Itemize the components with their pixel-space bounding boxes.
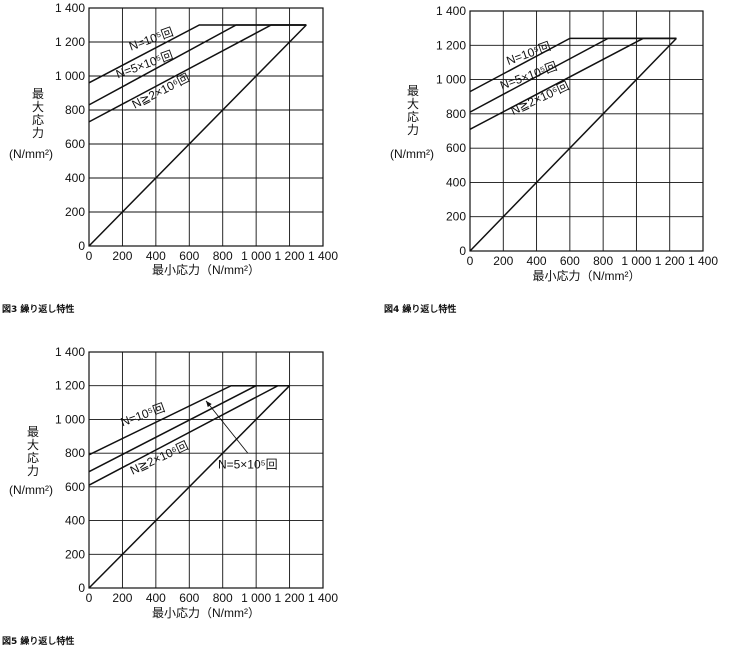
series-annotation: N≧2×10⁶回 — [130, 71, 192, 112]
x-tick-label: 600 — [179, 591, 199, 605]
y-axis-label-char: 力 — [27, 464, 39, 478]
plot-frame — [88, 7, 324, 247]
x-tick-label: 1 200 — [655, 254, 685, 268]
y-axis-label-char: 力 — [407, 123, 419, 137]
x-tick-label: 200 — [493, 254, 513, 268]
series-line — [88, 384, 290, 486]
y-tick-label: 1 200 — [436, 38, 466, 52]
y-tick-label: 1 000 — [55, 69, 85, 83]
x-tick-label: 600 — [179, 249, 199, 263]
series-line — [88, 24, 307, 123]
x-tick-label: 1 400 — [308, 249, 338, 263]
y-tick-label: 1 200 — [55, 379, 85, 393]
x-tick-label: 1 400 — [308, 591, 338, 605]
y-tick-label: 0 — [78, 581, 85, 595]
y-tick-label: 1 200 — [55, 35, 85, 49]
diagonal-reference-line — [469, 37, 677, 252]
y-axis-label-char: 応 — [407, 110, 419, 124]
y-tick-label: 600 — [65, 480, 85, 494]
x-tick-label: 800 — [213, 591, 233, 605]
y-axis-label-char: 大 — [27, 438, 39, 452]
y-axis-label-char: 応 — [32, 113, 44, 127]
y-tick-label: 400 — [65, 514, 85, 528]
y-tick-label: 800 — [65, 446, 85, 460]
y-axis-label-char: 応 — [27, 451, 39, 465]
x-tick-label: 400 — [146, 249, 166, 263]
y-tick-label: 800 — [446, 107, 466, 121]
y-tick-label: 600 — [65, 137, 85, 151]
figure-caption-4: 図4 繰り返し特性 — [384, 305, 457, 315]
y-tick-label: 800 — [65, 103, 85, 117]
x-tick-label: 0 — [86, 249, 93, 263]
x-tick-label: 1 000 — [621, 254, 651, 268]
y-axis-label-char: 最 — [32, 87, 44, 101]
y-axis-label-char: 大 — [407, 97, 419, 111]
y-axis-label-char: 力 — [32, 126, 44, 140]
y-axis-label-char: 最 — [407, 84, 419, 98]
x-tick-label: 400 — [527, 254, 547, 268]
x-tick-label: 800 — [593, 254, 613, 268]
y-tick-label: 400 — [446, 175, 466, 189]
y-tick-label: 0 — [78, 239, 85, 253]
y-tick-label: 1 400 — [436, 4, 466, 18]
annotation-arrow-head — [206, 400, 212, 408]
y-tick-label: 200 — [446, 210, 466, 224]
chart-3: 0 200 400 600 800 1 000 1 200 1 400020040060080… — [9, 1, 338, 277]
y-axis-unit: (N/mm²) — [9, 147, 53, 161]
x-tick-label: 1 000 — [241, 591, 271, 605]
y-tick-label: 600 — [446, 141, 466, 155]
y-axis-label-char: 大 — [32, 100, 44, 114]
annotation-arrow-line — [205, 400, 249, 454]
x-tick-label: 1 400 — [688, 254, 718, 268]
x-tick-label: 1 200 — [275, 249, 305, 263]
x-tick-label: 0 — [467, 254, 474, 268]
diagonal-reference-line — [88, 385, 291, 589]
y-tick-label: 200 — [65, 205, 85, 219]
x-tick-label: 1 000 — [241, 249, 271, 263]
y-tick-label: 1 000 — [436, 73, 466, 87]
x-axis-label: 最小応力（N/mm²） — [152, 263, 260, 277]
x-tick-label: 200 — [112, 591, 132, 605]
plot-frame — [469, 10, 704, 252]
series-annotation: N=10⁵回 — [119, 400, 167, 429]
x-tick-label: 1 200 — [275, 591, 305, 605]
y-tick-label: 1 400 — [55, 1, 85, 15]
y-axis-unit: (N/mm²) — [390, 147, 434, 161]
x-tick-label: 800 — [213, 249, 233, 263]
series-annotation: N≧2×10⁶回 — [128, 438, 191, 477]
plot-frame — [88, 351, 324, 589]
y-tick-label: 1 000 — [55, 412, 85, 426]
chart-4: 0 200 400 600 800 1 000 1 200 1 400020040060080… — [390, 4, 718, 283]
y-tick-label: 1 400 — [55, 345, 85, 359]
y-tick-label: 400 — [65, 171, 85, 185]
x-tick-label: 400 — [146, 591, 166, 605]
y-axis-unit: (N/mm²) — [9, 483, 53, 497]
y-tick-label: 0 — [459, 244, 466, 258]
x-tick-label: 200 — [112, 249, 132, 263]
figure-caption-3: 図3 繰り返し特性 — [2, 305, 75, 315]
chart-5: 0 200 400 600 800 1 000 1 200 1 400020040060080… — [9, 345, 338, 620]
x-axis-label: 最小応力（N/mm²） — [152, 606, 260, 620]
diagonal-reference-line — [88, 24, 307, 247]
x-tick-label: 0 — [86, 591, 93, 605]
series-line — [469, 37, 677, 130]
y-axis-label-char: 最 — [27, 425, 39, 439]
series-annotation: N=5×10⁵回 — [218, 457, 278, 471]
y-tick-label: 200 — [65, 547, 85, 561]
x-tick-label: 600 — [560, 254, 580, 268]
x-axis-label: 最小応力（N/mm²） — [533, 269, 641, 283]
figure-caption-5: 図5 繰り返し特性 — [2, 637, 75, 647]
